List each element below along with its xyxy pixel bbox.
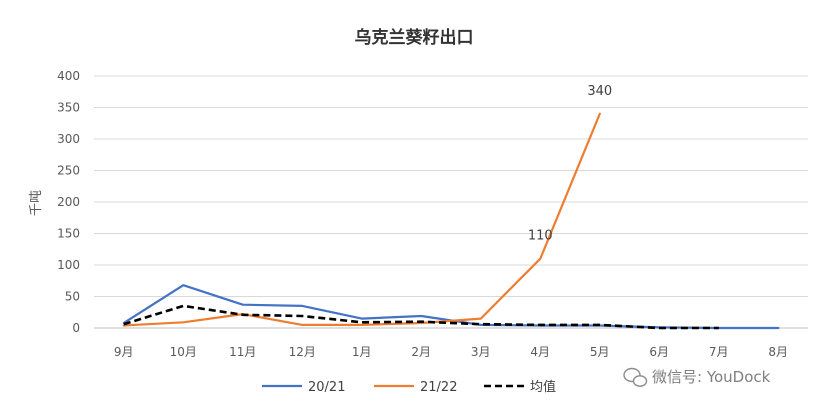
x-tick-label: 3月: [471, 345, 491, 359]
y-tick-label: 350: [57, 101, 80, 115]
watermark: 微信号: YouDock: [623, 367, 771, 387]
wechat-icon: [623, 367, 648, 387]
x-tick-label: 12月: [289, 345, 316, 359]
y-axis-ticks: 0 50 100 150 200 250 300 350 400: [57, 69, 80, 335]
legend: 20/21 21/22 均值: [262, 379, 556, 395]
y-tick-label: 150: [57, 227, 80, 241]
x-tick-label: 6月: [649, 345, 669, 359]
y-tick-label: 100: [57, 258, 80, 272]
series-line-21-22: [122, 112, 601, 327]
x-tick-label: 9月: [114, 345, 134, 359]
watermark-text: 微信号: YouDock: [652, 368, 771, 386]
y-tick-label: 400: [57, 69, 80, 83]
legend-label: 21/22: [420, 380, 457, 395]
data-labels: 110 340: [528, 84, 612, 244]
x-axis-ticks: 9月 10月 11月 12月 1月 2月 3月 4月 5月 6月 7月 8月: [114, 345, 788, 359]
y-tick-label: 0: [72, 321, 80, 335]
y-tick-label: 250: [57, 164, 80, 178]
x-tick-label: 4月: [530, 345, 550, 359]
data-label: 340: [587, 84, 612, 99]
x-tick-label: 10月: [170, 345, 197, 359]
data-label: 110: [528, 229, 553, 244]
x-tick-label: 7月: [709, 345, 729, 359]
legend-label: 均值: [530, 379, 556, 395]
y-axis-label: 千吨: [29, 190, 44, 216]
gridlines: [94, 75, 808, 329]
series-line-avg: [123, 304, 719, 330]
x-tick-label: 5月: [590, 345, 610, 359]
x-tick-label: 2月: [411, 345, 431, 359]
x-tick-label: 8月: [768, 345, 788, 359]
y-tick-label: 50: [65, 290, 80, 304]
chart-title: 乌克兰葵籽出口: [355, 27, 474, 48]
legend-label: 20/21: [308, 380, 345, 395]
x-tick-label: 11月: [229, 345, 256, 359]
x-tick-label: 1月: [352, 345, 372, 359]
series-lines: [122, 112, 780, 330]
y-tick-label: 200: [57, 195, 80, 209]
y-tick-label: 300: [57, 132, 80, 146]
